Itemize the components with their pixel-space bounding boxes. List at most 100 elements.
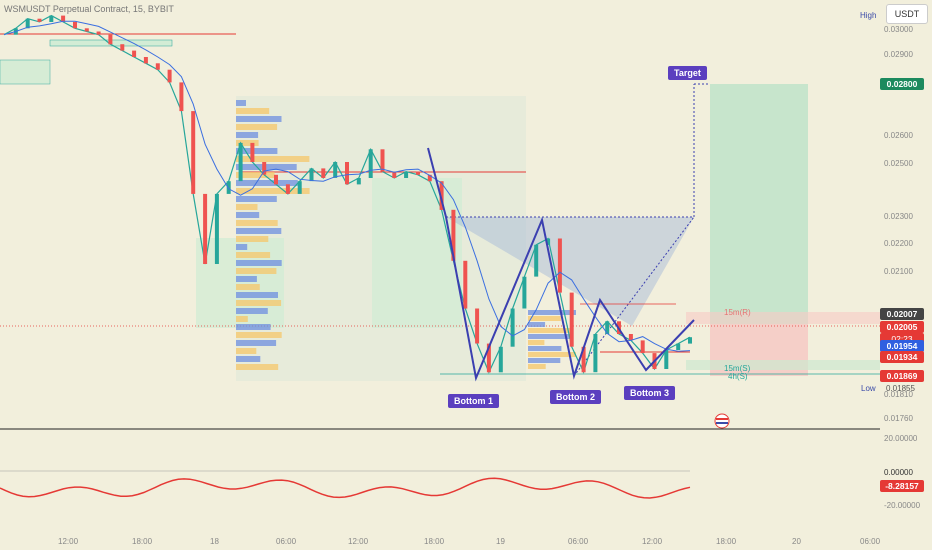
flag-icon[interactable] [714,413,730,429]
volume-profile-bar [528,310,576,315]
volume-profile-bar [236,244,248,250]
candle [120,44,125,51]
volume-profile-bar [236,308,268,314]
current-price-badge: 0.02005 [880,321,924,333]
candles [13,15,692,373]
volume-profile-bar [528,364,546,369]
candle [84,28,89,32]
candle [309,168,314,182]
price-tick-label: 0.02300 [884,212,913,221]
time-tick-label: 19 [496,537,505,546]
candle [238,142,243,182]
volume-profile-bar [236,140,259,146]
volume-profile-bar [236,164,297,170]
volume-profile-bar [528,346,562,351]
currency-selector[interactable]: USDT [886,4,928,24]
candle [427,174,432,182]
volume-profile [236,100,576,370]
flag-icon-stripe [716,418,728,420]
candle [262,162,267,175]
moving-average-line [3,20,691,352]
volume-profile-bar [528,352,576,357]
candle [546,238,551,245]
osc-tick-label: -20.00000 [884,501,921,510]
volume-profile-bar [236,284,260,290]
candle [664,349,669,369]
time-tick-label: 06:00 [276,537,297,546]
price-tick-label: 0.02900 [884,50,913,59]
zone-4h-s-label: 4h(S) [728,372,748,381]
time-tick-label: 12:00 [642,537,663,546]
volume-profile-bar [236,276,257,282]
zone-15m-s-label: 15m(S) [724,364,751,373]
volume-profile-bar [528,340,545,345]
time-tick-label: 06:00 [860,537,881,546]
volume-profile-bar [236,348,257,354]
time-tick-label: 18:00 [424,537,445,546]
high-label: High [860,11,877,20]
volume-profile-bar [236,116,282,122]
candle [73,21,77,29]
candle [132,50,137,57]
volume-profile-bar [236,292,278,298]
candle [191,111,196,194]
volume-profile-bar [236,268,277,274]
price-tick-label: 0.03000 [884,25,913,34]
volume-profile-bar [236,324,271,330]
chart-title: WSMUSDT Perpetual Contract, 15, BYBIT [4,4,174,14]
candle [179,82,184,112]
candle [25,18,30,29]
volume-profile-bar [236,228,282,234]
candle [569,292,574,347]
osc-tick-label: 20.00000 [884,434,918,443]
time-tick-label: 18:00 [132,537,153,546]
demand-zone-2 [372,178,462,328]
zone-15m-r [686,312,880,324]
candle [155,63,160,70]
price-axis-ticks: 0.03000 0.02900 0.02600 0.02500 0.02300 0.022… [884,25,913,423]
ma-price-badge: 0.01954 [880,340,924,352]
osc-value-badge: -8.28157 [880,480,924,492]
bottom-1-label[interactable]: Bottom 1 [448,394,499,408]
price-tick-label: 0.02100 [884,267,913,276]
volume-profile-bar [236,212,260,218]
volume-profile-bar [236,196,277,202]
low-value: 0.01855 [886,384,915,393]
candle [581,346,586,373]
candle [475,308,480,344]
candle [49,15,54,22]
price-axis[interactable] [880,0,932,550]
volume-profile-bar [236,364,279,370]
target-label[interactable]: Target [668,66,707,80]
last-price-badge: 0.02007 [880,308,924,320]
pattern-line [427,147,695,382]
time-tick-label: 20 [792,537,801,546]
candle [688,337,692,344]
volume-profile-bar [236,236,269,242]
candle [439,181,444,210]
time-tick-label: 18:00 [716,537,737,546]
volume-profile-bar [236,132,259,138]
candle [297,181,302,194]
candle [404,171,409,178]
candle [226,181,231,194]
demand-zone-1 [196,238,284,328]
price-tick-label: 0.01760 [884,414,913,423]
volume-profile-bar [236,316,248,322]
volume-profile-bar [236,300,282,306]
bottom-2-label[interactable]: Bottom 2 [550,390,601,404]
volume-profile-bar [528,328,573,333]
candle [451,209,456,261]
zone-15m-r-label: 15m(R) [724,308,751,317]
candle [368,149,373,178]
candle [274,174,278,185]
time-tick-label: 12:00 [58,537,79,546]
bottom-3-label[interactable]: Bottom 3 [624,386,675,400]
volume-profile-bar [236,220,278,226]
volume-profile-bar [236,188,310,194]
time-axis-ticks: 12:00 18:00 18 06:00 12:00 18:00 19 06:00 12:00 1… [58,537,881,546]
osc-pane [0,430,880,530]
volume-profile-bar [236,340,277,346]
volume-profile-bar [236,356,261,362]
